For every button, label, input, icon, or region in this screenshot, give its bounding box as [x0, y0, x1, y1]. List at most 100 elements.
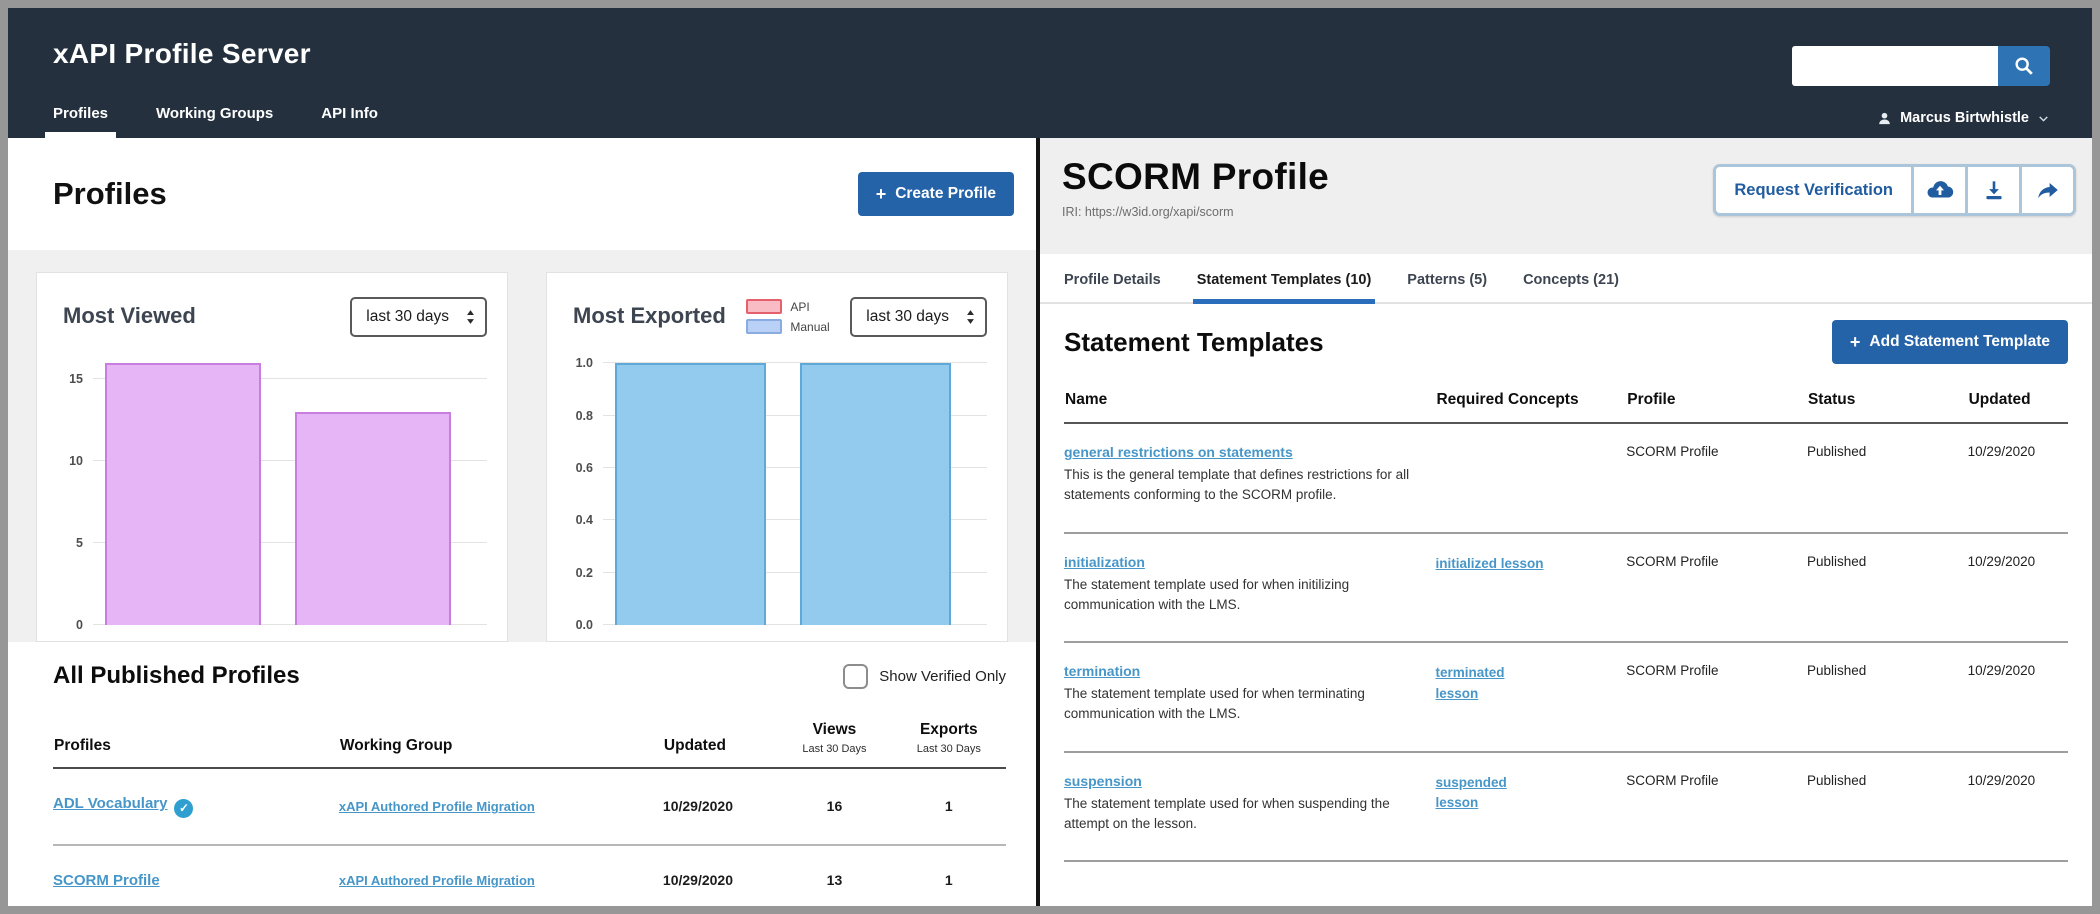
top-bar: xAPI Profile Server Profiles Working Gro…: [8, 8, 2092, 148]
col-working-group: Working Group: [338, 720, 663, 769]
col-profile: Profile: [1626, 390, 1807, 424]
verified-badge-icon: ✓: [174, 798, 194, 818]
exports-cell: 1: [944, 872, 953, 888]
concept-link-initialized-lesson[interactable]: initialized lesson: [1435, 555, 1544, 571]
col-updated: Updated: [662, 720, 778, 769]
most-exported-title: Most Exported: [573, 303, 726, 328]
search-icon: [2013, 55, 2035, 77]
template-description: The statement template used for when ter…: [1064, 686, 1365, 722]
chevron-down-icon: [2037, 112, 2050, 125]
col-exports: Exports Last 30 Days: [891, 720, 1006, 769]
updated-cell: 10/29/2020: [1967, 751, 2068, 862]
export-api-button[interactable]: [1911, 167, 1965, 213]
statement-templates-table: Name Required Concepts Profile Status Up…: [1064, 390, 2068, 862]
status-cell: Published: [1806, 642, 1968, 753]
status-cell: Published: [1806, 423, 1968, 534]
profile-actions: Request Verification: [1713, 164, 2076, 216]
tab-profile-details[interactable]: Profile Details: [1064, 272, 1161, 288]
create-profile-button[interactable]: + Create Profile: [857, 172, 1014, 216]
legend-item-manual: Manual: [746, 319, 830, 334]
col-updated: Updated: [1967, 390, 2068, 424]
table-row: general restrictions on statements This …: [1064, 423, 2068, 534]
profile-tabs: Profile Details Statement Templates (10)…: [1040, 254, 2092, 304]
show-verified-label: Show Verified Only: [879, 667, 1006, 685]
add-statement-template-button[interactable]: + Add Statement Template: [1831, 320, 2068, 364]
template-link-initialization[interactable]: initialization: [1064, 553, 1145, 570]
profile-cell: SCORM Profile: [1626, 642, 1807, 753]
template-description: This is the general template that define…: [1064, 467, 1410, 503]
nav-item-profiles[interactable]: Profiles: [44, 105, 117, 148]
tab-concepts[interactable]: Concepts (21): [1523, 272, 1619, 288]
share-icon-button[interactable]: [2019, 167, 2073, 213]
concept-link-suspended-lesson[interactable]: suspended lesson: [1435, 774, 1507, 811]
published-profiles-section: All Published Profiles Show Verified Onl…: [8, 642, 1036, 907]
most-viewed-title: Most Viewed: [63, 303, 196, 328]
profile-header: SCORM Profile IRI: https://w3id.org/xapi…: [1040, 138, 2092, 254]
plus-icon: +: [875, 184, 887, 204]
profile-iri: IRI: https://w3id.org/xapi/scorm: [1062, 205, 1234, 219]
nav-item-working-groups[interactable]: Working Groups: [156, 105, 274, 122]
working-group-link[interactable]: xAPI Authored Profile Migration: [338, 799, 535, 815]
most-viewed-chart: 0 5 10 15: [69, 353, 487, 632]
scorm-profile-panel: SCORM Profile IRI: https://w3id.org/xapi…: [1036, 138, 2092, 906]
content-area: Profiles + Create Profile Most Viewed la…: [8, 138, 2092, 906]
most-exported-period-select[interactable]: last 30 days: [850, 297, 987, 337]
status-cell: Published: [1806, 532, 1968, 643]
tab-patterns[interactable]: Patterns (5): [1407, 272, 1488, 288]
verified-filter: Show Verified Only: [843, 663, 1006, 689]
user-menu[interactable]: Marcus Birtwhistle: [1877, 110, 2050, 126]
share-icon: [2035, 177, 2061, 203]
table-row: SCORM Profile xAPI Authored Profile Migr…: [53, 845, 1006, 907]
template-link-suspension[interactable]: suspension: [1064, 772, 1142, 789]
most-viewed-period-select[interactable]: last 30 days: [350, 297, 487, 337]
api-swatch: [746, 299, 783, 314]
download-button[interactable]: [1965, 167, 2019, 213]
download-icon: [1981, 177, 2007, 203]
col-status: Status: [1806, 390, 1968, 424]
most-exported-chart: 0.0 0.2 0.4 0.6 0.8 1.0: [576, 353, 987, 632]
chart-legend: API Manual: [746, 297, 830, 334]
updated-cell: 10/29/2020: [1967, 642, 2068, 753]
legend-item-api: API: [746, 299, 829, 314]
profile-link-scorm-profile[interactable]: SCORM Profile: [53, 871, 160, 889]
plus-icon: +: [1849, 332, 1861, 352]
select-spinner-icon: [965, 308, 976, 326]
concept-link-terminated-lesson[interactable]: terminated lesson: [1435, 665, 1505, 701]
col-name: Name: [1064, 390, 1436, 424]
header-search: [1792, 46, 2050, 86]
template-link-general-restrictions[interactable]: general restrictions on statements: [1064, 444, 1293, 460]
profile-link-adl-vocabulary[interactable]: ADL Vocabulary: [53, 795, 168, 812]
profiles-panel: Profiles + Create Profile Most Viewed la…: [8, 138, 1036, 906]
user-name: Marcus Birtwhistle: [1900, 110, 2029, 126]
working-group-link[interactable]: xAPI Authored Profile Migration: [338, 873, 535, 888]
person-icon: [1877, 111, 1892, 126]
search-input[interactable]: [1792, 46, 1998, 86]
published-profiles-title: All Published Profiles: [53, 662, 300, 689]
table-row: ADL Vocabulary ✓ xAPI Authored Profile Mi…: [53, 768, 1006, 846]
template-description: The statement template used for when sus…: [1064, 795, 1390, 831]
published-profiles-table: Profiles Working Group Updated Views Las…: [53, 720, 1006, 907]
col-views: Views Last 30 Days: [777, 720, 892, 769]
template-link-termination[interactable]: termination: [1064, 663, 1141, 679]
template-description: The statement template used for when ini…: [1064, 576, 1350, 612]
most-exported-card: Most Exported API Manual: [546, 272, 1008, 642]
views-cell: 16: [777, 768, 892, 846]
profile-cell: SCORM Profile: [1626, 751, 1807, 862]
search-button[interactable]: [1998, 46, 2050, 86]
updated-cell: 10/29/2020: [662, 872, 733, 888]
status-cell: Published: [1806, 751, 1968, 862]
request-verification-button[interactable]: Request Verification: [1716, 167, 1911, 213]
exports-cell: 1: [891, 768, 1006, 846]
col-required-concepts: Required Concepts: [1435, 390, 1627, 424]
updated-cell: 10/29/2020: [1967, 423, 2068, 534]
profile-title: SCORM Profile: [1062, 156, 1330, 197]
show-verified-checkbox[interactable]: [843, 663, 869, 689]
nav-item-api-info[interactable]: API Info: [321, 105, 378, 122]
statement-templates-section: Statement Templates + Add Statement Temp…: [1040, 304, 2092, 862]
main-nav: Profiles Working Groups API Info: [44, 105, 378, 148]
tab-statement-templates[interactable]: Statement Templates (10): [1192, 272, 1375, 304]
table-row: initialization The statement template us…: [1064, 532, 2068, 643]
charts-band: Most Viewed last 30 days 0 5 10 15: [8, 250, 1036, 642]
select-spinner-icon: [465, 308, 476, 326]
